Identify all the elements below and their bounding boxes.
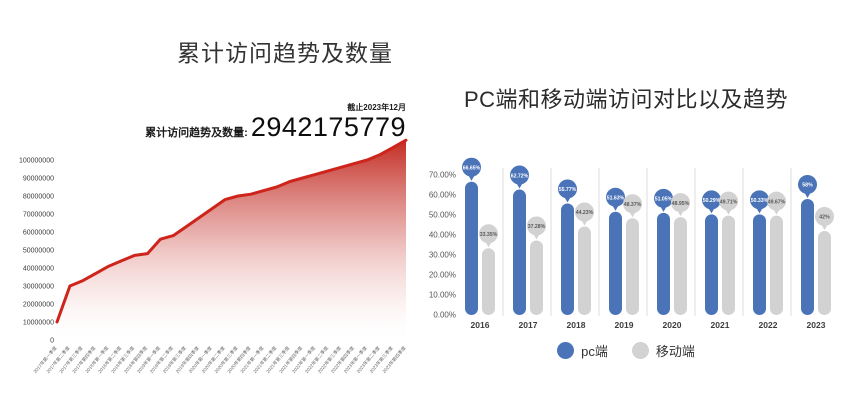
- right-chart-title: PC端和移动端访问对比以及趋势: [463, 87, 789, 112]
- pc-mobile-bar-chart: 0.00% 10.00% 20.00% 30.00% 40.00% 50.00% 60.00…: [429, 157, 834, 330]
- mobile-value-badge-2018: [575, 202, 594, 222]
- y-axis-tick-label: 0.00%: [433, 311, 456, 320]
- year-label: 2021: [711, 320, 730, 330]
- pc-value-badge-2019: [606, 187, 625, 207]
- year-label: 2018: [567, 320, 586, 330]
- mobile-value-badge-2019: [623, 194, 642, 214]
- cumulative-stats: 截止2023年12月 累计访问趋势及数量: 2942175779: [145, 103, 406, 141]
- pc-value-badge-2022-label: 50.33%: [751, 198, 769, 204]
- pc-value-badge-2023-label: 58%: [802, 183, 813, 189]
- mobile-value-badge-2016: [479, 224, 498, 244]
- pc-value-badge-2019-label: 51.63%: [607, 195, 625, 201]
- mobile-value-badge-2022: [767, 191, 786, 211]
- y-axis-tick-label: 10.00%: [429, 291, 456, 300]
- pc-value-badge-2021-label: 50.29%: [703, 198, 721, 204]
- mobile-value-badge-2017: [527, 216, 546, 236]
- cumulative-total-value: 2942175779: [250, 111, 406, 142]
- mobile-value-badge-2021-label: 49.71%: [720, 199, 738, 205]
- pc-legend-marker-icon: [557, 342, 575, 359]
- mobile-bar-2021: [722, 215, 735, 315]
- area-fill: [57, 140, 406, 340]
- year-label: 2019: [615, 320, 634, 330]
- mobile-value-badge-2023-label: 42%: [819, 215, 830, 221]
- pc-value-badge-2022: [750, 190, 769, 210]
- pc-bar-2019: [609, 211, 622, 315]
- mobile-value-badge-2020: [671, 193, 690, 213]
- y-axis-tick-label: 70000000: [23, 212, 54, 219]
- y-axis-tick-label: 30.00%: [429, 251, 456, 260]
- pc-bar-2021: [705, 214, 718, 315]
- pc-value-badge-2016-label: 66.65%: [463, 165, 481, 171]
- mobile-value-badge-2018-label: 44.23%: [576, 210, 594, 216]
- trend-line: [55, 138, 408, 324]
- pc-value-badge-2021: [702, 190, 721, 210]
- year-label: 2022: [759, 320, 778, 330]
- mobile-value-badge-2020-label: 48.95%: [672, 201, 690, 207]
- cumulative-visits-panel: 累计访问趋势及数量 截止2023年12月 累计访问趋势及数量: 29421757…: [19, 40, 408, 375]
- pc-value-badge-2018: [558, 179, 577, 199]
- mobile-bar-2022: [770, 215, 783, 315]
- pc-bar-2022: [753, 214, 766, 315]
- y-axis-tick-label: 90000000: [23, 176, 54, 183]
- pc-bar-2018: [561, 203, 574, 315]
- y-axis-tick-label: 80000000: [23, 194, 54, 201]
- y-axis-tick-label: 0: [50, 338, 54, 345]
- year-label: 2017: [519, 320, 538, 330]
- y-axis-tick-label: 40000000: [23, 266, 54, 273]
- y-axis-tick-label: 40.00%: [429, 231, 456, 240]
- y-axis-tick-label: 20000000: [23, 302, 54, 309]
- mobile-value-badge-2021: [719, 191, 738, 211]
- mobile-value-badge-2017-label: 37.28%: [528, 224, 546, 230]
- y-axis-tick-label: 10000000: [23, 320, 54, 327]
- cumulative-stat-line: 累计访问趋势及数量: 2942175779: [145, 111, 406, 142]
- pc-value-badge-2016: [462, 157, 481, 177]
- pc-mobile-panel: PC端和移动端访问对比以及趋势 0.00% 10.00% 20.00% 30.00% 4…: [426, 0, 852, 411]
- mobile-bar-2016: [482, 248, 495, 315]
- mobile-legend-label: 移动端: [655, 344, 695, 359]
- left-chart-title: 累计访问趋势及数量: [177, 40, 393, 66]
- pc-bar-2017: [513, 189, 526, 315]
- asof-label: 截止2023年12月: [347, 103, 406, 112]
- pc-value-badge-2020: [654, 188, 673, 208]
- mobile-value-badge-2019-label: 48.37%: [624, 202, 642, 208]
- cumulative-stat-label: 累计访问趋势及数量:: [145, 126, 248, 139]
- pc-bar-2023: [801, 199, 814, 315]
- pc-bar-2016: [465, 181, 478, 315]
- pc-value-badge-2018-label: 55.77%: [559, 187, 577, 193]
- legend-item-pc: pc端: [557, 341, 608, 360]
- pc-bar-2020: [657, 212, 670, 315]
- y-axis-tick-label: 70.00%: [429, 171, 456, 180]
- mobile-value-badge-2016-label: 33.35%: [480, 232, 498, 238]
- y-axis-tick-label: 50.00%: [429, 211, 456, 220]
- pc-value-badge-2020-label: 51.05%: [655, 197, 673, 203]
- cumulative-area-chart: 0 10000000 20000000 30000000 40000000 5000000…: [19, 138, 408, 375]
- mobile-bar-2020: [674, 217, 687, 315]
- pc-value-badge-2017-label: 62.72%: [511, 173, 529, 179]
- year-label: 2020: [663, 320, 682, 330]
- pc-value-badge-2023: [798, 175, 817, 194]
- year-label: 2016: [471, 320, 490, 330]
- mobile-value-badge-2022-label: 49.67%: [768, 199, 786, 205]
- y-axis-tick-label: 100000000: [19, 158, 54, 165]
- mobile-bar-2023: [818, 231, 831, 315]
- y-axis-tick-label: 50000000: [23, 248, 54, 255]
- x-axis-tick-label: 2023年第四季度: [381, 344, 408, 374]
- mobile-bar-2018: [578, 226, 591, 315]
- mobile-bar-2017: [530, 240, 543, 315]
- legend: pc端 移动端: [426, 341, 826, 360]
- pc-value-badge-2017: [510, 165, 529, 185]
- y-axis-tick-label: 60.00%: [429, 191, 456, 200]
- y-axis-tick-label: 30000000: [23, 284, 54, 291]
- pc-legend-label: pc端: [581, 344, 608, 359]
- mobile-legend-marker-icon: [631, 342, 649, 359]
- y-axis-tick-label: 20.00%: [429, 271, 456, 280]
- mobile-value-badge-2023: [815, 207, 834, 226]
- year-label: 2023: [807, 320, 826, 330]
- legend-item-mobile: 移动端: [631, 341, 695, 360]
- mobile-bar-2019: [626, 218, 639, 315]
- y-axis-tick-label: 60000000: [23, 230, 54, 237]
